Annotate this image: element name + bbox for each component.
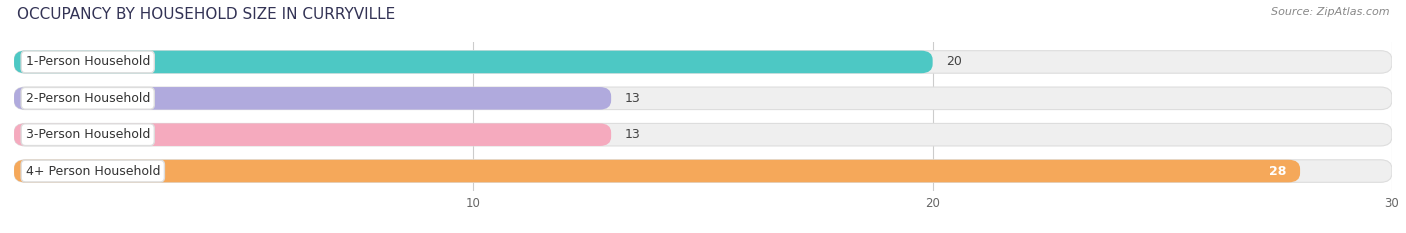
Text: 13: 13 <box>624 128 641 141</box>
Text: 13: 13 <box>624 92 641 105</box>
Text: 1-Person Household: 1-Person Household <box>25 55 150 69</box>
FancyBboxPatch shape <box>14 160 1301 182</box>
FancyBboxPatch shape <box>14 123 612 146</box>
Text: 3-Person Household: 3-Person Household <box>25 128 150 141</box>
Text: 20: 20 <box>946 55 962 69</box>
FancyBboxPatch shape <box>14 123 1392 146</box>
FancyBboxPatch shape <box>14 51 932 73</box>
Text: OCCUPANCY BY HOUSEHOLD SIZE IN CURRYVILLE: OCCUPANCY BY HOUSEHOLD SIZE IN CURRYVILL… <box>17 7 395 22</box>
Text: 28: 28 <box>1270 164 1286 178</box>
Text: Source: ZipAtlas.com: Source: ZipAtlas.com <box>1271 7 1389 17</box>
Text: 4+ Person Household: 4+ Person Household <box>25 164 160 178</box>
FancyBboxPatch shape <box>14 87 612 110</box>
FancyBboxPatch shape <box>14 160 1392 182</box>
FancyBboxPatch shape <box>14 87 1392 110</box>
FancyBboxPatch shape <box>14 51 1392 73</box>
Text: 2-Person Household: 2-Person Household <box>25 92 150 105</box>
